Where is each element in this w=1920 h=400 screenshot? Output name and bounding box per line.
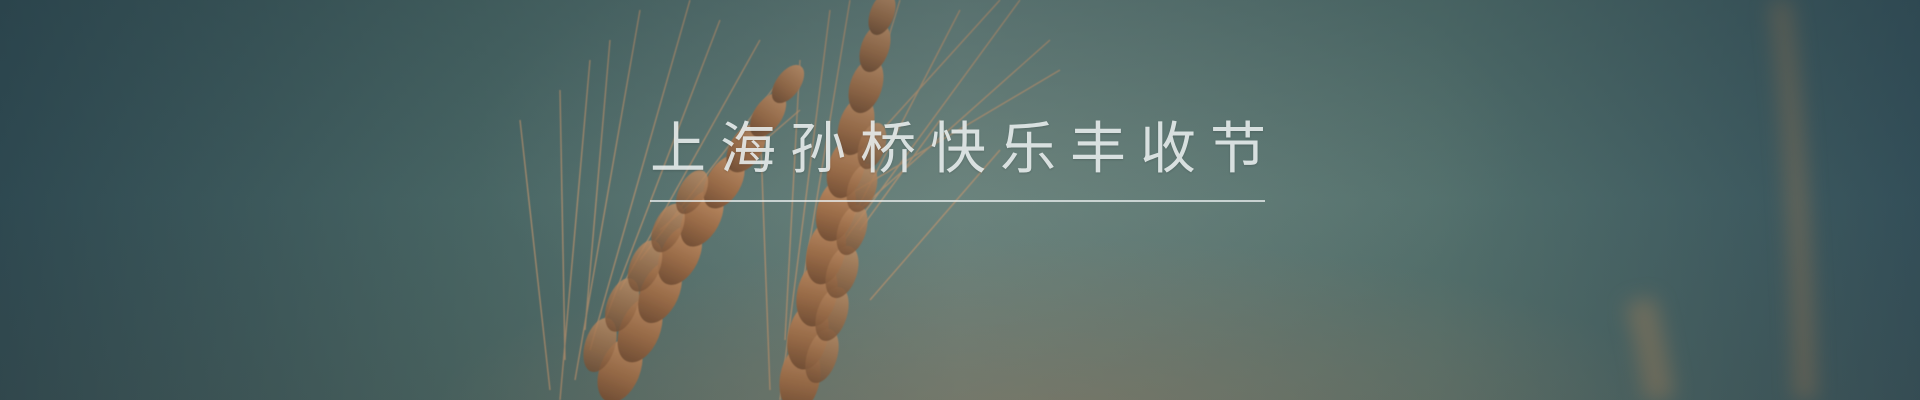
banner-title: 上海孙桥快乐丰收节 xyxy=(650,117,1280,182)
title-underline xyxy=(650,200,1265,202)
banner-title-block: 上海孙桥快乐丰收节 xyxy=(650,112,1280,202)
